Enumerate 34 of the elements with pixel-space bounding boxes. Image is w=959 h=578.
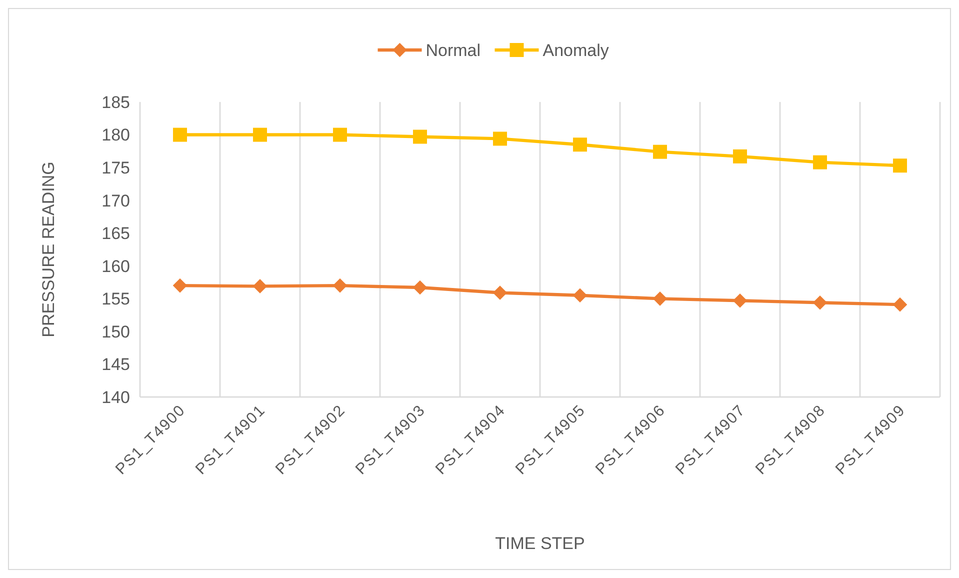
point [653,144,667,159]
point [332,278,348,293]
point [492,286,508,300]
y-tick-label: 140 [102,388,130,407]
point [413,130,427,144]
y-tick-label: 175 [102,158,130,178]
point [732,293,748,308]
point [333,128,347,142]
point [812,295,828,310]
point [412,280,428,295]
point [173,128,187,142]
y-axis-title: PRESSURE READING [39,162,58,338]
legend-label: Normal [426,40,481,60]
point [172,278,188,293]
point [493,132,507,146]
y-tick-label: 160 [102,256,130,276]
y-tick-label: 185 [102,92,130,112]
point [813,155,827,170]
y-tick-label: 165 [102,224,130,244]
y-tick-label: 170 [102,191,130,210]
point [652,292,668,306]
point [253,128,267,142]
y-tick-label: 155 [102,290,130,309]
point [733,149,747,164]
point [573,138,587,152]
x-axis-title: TIME STEP [495,534,585,553]
y-tick-label: 180 [102,126,130,145]
point [572,288,588,303]
legend-label: Anomaly [542,40,610,60]
point [893,158,907,173]
y-tick-label: 150 [102,322,130,342]
point [252,279,268,294]
point [892,297,908,312]
y-tick-label: 145 [102,355,130,374]
